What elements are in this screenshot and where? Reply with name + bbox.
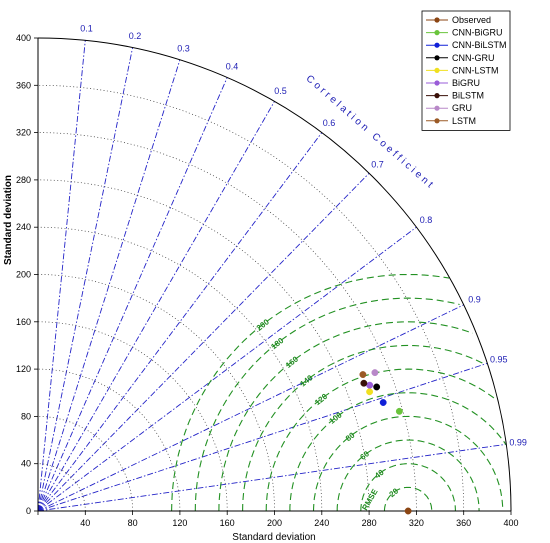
legend-label-bilstm: BiLSTM [452, 91, 484, 101]
model-points [359, 369, 412, 515]
legend-label-cnn-gru: CNN-GRU [452, 53, 495, 63]
outer-arc [37, 37, 512, 512]
legend-label-observed: Observed [452, 15, 491, 25]
y-tick-label-80: 80 [21, 411, 31, 421]
legend-label-gru: GRU [452, 103, 472, 113]
correlation-label-0.8: 0.8 [420, 215, 433, 225]
x-axis-title: Standard deviation [232, 532, 315, 543]
x-tick-label-120: 120 [172, 518, 187, 528]
correlation-labels: 0.1 0.2 0.3 0.4 0.5 0.6 0.7 0.8 0.9 0.95 0.99 [80, 23, 527, 447]
legend-marker-observed [434, 17, 440, 23]
rmse-contour-40 [360, 463, 456, 512]
correlation-line-0.99 [37, 443, 507, 512]
x-tick-label-400: 400 [503, 518, 518, 528]
std-arc-240 [37, 226, 323, 512]
point-cnn-bilstm [379, 399, 387, 406]
correlation-line-0.2 [37, 47, 134, 512]
rmse-contour-120 [265, 368, 496, 512]
std-arc-160 [37, 321, 228, 512]
correlation-label-0.1: 0.1 [80, 23, 93, 33]
correlation-label-0.9: 0.9 [468, 295, 481, 305]
tick-labels: 0 40 40 80 80 120 120 160 160 200 200 240 240 280 280 3… [16, 33, 519, 528]
y-tick-label-400: 400 [16, 33, 31, 43]
rmse-contour-80 [312, 415, 504, 512]
y-tick-label-120: 120 [16, 364, 31, 374]
point-bilstm [360, 379, 368, 387]
correlation-line-0.95 [37, 362, 488, 512]
point-bigru [366, 381, 374, 389]
correlation-label-0.5: 0.5 [274, 86, 287, 96]
correlation-label-0.99: 0.99 [509, 438, 527, 448]
legend-marker-bilstm [434, 93, 440, 99]
legend-label-lstm: LSTM [452, 116, 476, 126]
correlation-line-0.1 [37, 40, 86, 512]
rmse-contour-140 [242, 344, 487, 512]
std-arc-120 [37, 368, 181, 512]
y-tick-label-200: 200 [16, 270, 31, 280]
std-arc-360 [37, 84, 465, 512]
correlation-label-0.3: 0.3 [177, 43, 190, 53]
correlation-label-0.4: 0.4 [226, 61, 239, 71]
x-tick-label-360: 360 [456, 518, 471, 528]
rmse-contour-60 [336, 439, 480, 512]
point-cnn-bigru [395, 407, 403, 415]
rmse-contour-20 [383, 486, 433, 511]
y-tick-label-280: 280 [16, 175, 31, 185]
point-observed [404, 507, 412, 515]
point-gru [371, 369, 379, 377]
std-gridlines [37, 84, 465, 512]
y-tick-label-320: 320 [16, 128, 31, 138]
y-tick-label-40: 40 [21, 459, 31, 469]
y-axis-title: Standard deviation [3, 175, 14, 265]
correlation-label-0.7: 0.7 [371, 160, 384, 170]
correlation-label-0.95: 0.95 [490, 355, 508, 365]
x-tick-label-80: 80 [128, 518, 138, 528]
correlation-gridlines [37, 40, 507, 512]
y-tick-label-0: 0 [26, 506, 31, 516]
legend-marker-bigru [434, 80, 440, 86]
legend-marker-gru [434, 105, 440, 111]
x-tick-label-240: 240 [314, 518, 329, 528]
point-lstm [359, 371, 367, 379]
point-cnn-lstm [366, 388, 374, 396]
legend-marker-cnn-bigru [434, 29, 440, 36]
rmse-contour-100 [289, 392, 507, 511]
legend-label-cnn-bigru: CNN-BiGRU [452, 28, 503, 38]
correlation-label-0.2: 0.2 [129, 31, 142, 41]
x-tick-label-320: 320 [409, 518, 424, 528]
correlation-line-0.5 [37, 101, 275, 512]
std-arc-320 [37, 132, 417, 512]
legend-label-cnn-lstm: CNN-LSTM [452, 65, 499, 75]
point-cnn-gru [373, 383, 381, 391]
rmse-contour-180 [194, 297, 460, 512]
correlation-line-0.7 [37, 172, 370, 512]
rmse-contour-160 [218, 321, 473, 512]
legend-marker-lstm [434, 118, 440, 124]
correlation-line-0.6 [37, 132, 323, 512]
rmse-contour-200 [171, 273, 450, 512]
x-tick-label-160: 160 [220, 518, 235, 528]
x-tick-label-200: 200 [267, 518, 282, 528]
x-tick-label-280: 280 [362, 518, 377, 528]
legend: Observed CNN-BiGRU CNN-BiLSTM CNN-GRU CNN-LS… [421, 10, 511, 131]
correlation-line-0.8 [37, 226, 417, 512]
legend-marker-cnn-bilstm [434, 42, 440, 48]
y-tick-label-160: 160 [16, 317, 31, 327]
y-tick-label-240: 240 [16, 222, 31, 232]
x-tick-label-40: 40 [80, 518, 90, 528]
y-tick-label-360: 360 [16, 80, 31, 90]
correlation-label-0.6: 0.6 [323, 118, 336, 128]
legend-label-bigru: BiGRU [452, 78, 480, 88]
legend-marker-cnn-gru [434, 55, 440, 61]
correlation-line-0.9 [37, 304, 464, 512]
correlation-line-0.4 [37, 77, 228, 512]
legend-marker-cnn-lstm [434, 67, 440, 73]
correlation-line-0.3 [37, 59, 181, 512]
legend-label-cnn-bilstm: CNN-BiLSTM [452, 40, 507, 50]
rmse-contours [171, 273, 507, 512]
